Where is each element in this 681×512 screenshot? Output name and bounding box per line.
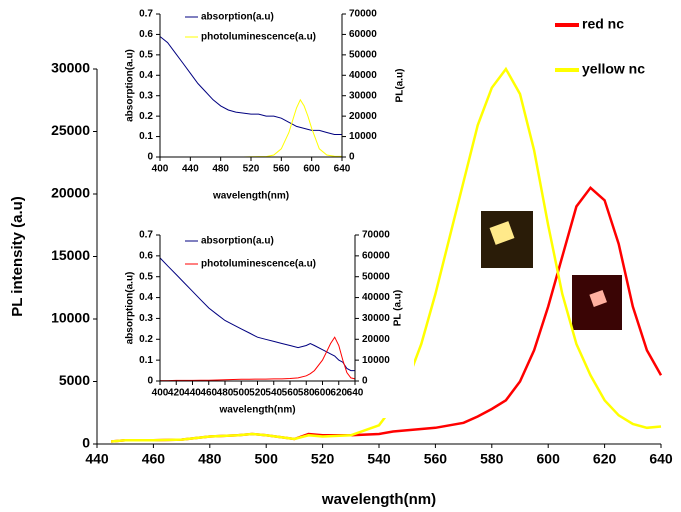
x-tick-label: 440 — [184, 388, 201, 399]
y-tick-label: 0.1 — [139, 355, 153, 366]
sample-photo-yellow — [481, 211, 533, 268]
x-tick-label: 640 — [347, 388, 364, 399]
x-tick-label: 580 — [480, 451, 504, 467]
x-tick-label: 620 — [593, 451, 617, 467]
y-tick-label: 0 — [147, 152, 153, 163]
y-axis-label: absorption(a.u) — [125, 49, 136, 122]
x-tick-label: 460 — [200, 388, 217, 399]
y2-tick-label: 0 — [349, 152, 355, 163]
y2-tick-label: 60000 — [362, 250, 390, 261]
x-axis-label: wavelength(nm) — [321, 491, 436, 508]
y2-tick-label: 10000 — [362, 355, 390, 366]
y-tick-label: 15000 — [51, 247, 90, 263]
y2-tick-label: 60000 — [349, 29, 377, 40]
x-tick-label: 460 — [142, 451, 166, 467]
y-tick-label: 0.4 — [139, 292, 153, 303]
x-tick-label: 420 — [168, 388, 185, 399]
inset-background — [118, 225, 414, 418]
x-tick-label: 480 — [198, 451, 222, 467]
y-tick-label: 10000 — [51, 310, 90, 326]
y-tick-label: 0.3 — [139, 90, 153, 101]
x-tick-label: 520 — [243, 164, 260, 175]
x-tick-label: 600 — [537, 451, 561, 467]
x-tick-label: 600 — [314, 388, 331, 399]
series-line — [159, 257, 355, 372]
y2-tick-label: 20000 — [349, 111, 377, 122]
x-tick-label: 640 — [334, 164, 351, 175]
x-tick-label: 500 — [255, 451, 279, 467]
sample-photo-red — [572, 275, 622, 330]
legend-label: absorption(a.u) — [201, 236, 274, 247]
inset-chart: 400 420 440 460 480 500 520 540 560 580 600 620 6400… — [118, 225, 414, 418]
y2-tick-label: 20000 — [362, 334, 390, 345]
legend-label: red nc — [582, 16, 624, 32]
y-tick-label: 0.5 — [139, 49, 153, 60]
y-tick-label: 0.6 — [139, 29, 153, 40]
y2-tick-label: 30000 — [349, 90, 377, 101]
x-tick-label: 480 — [217, 388, 234, 399]
x-tick-label: 440 — [85, 451, 109, 467]
y-tick-label: 0.5 — [139, 271, 153, 282]
x-tick-label: 560 — [273, 164, 290, 175]
legend-label: absorption(a.u) — [201, 12, 274, 23]
x-tick-label: 540 — [367, 451, 391, 467]
inset-chart: 400 440 480 520 560 600 64000.10.20.30.40.50.6… — [118, 4, 414, 206]
y-tick-label: 0.3 — [139, 313, 153, 324]
x-tick-label: 540 — [265, 388, 282, 399]
x-tick-label: 480 — [212, 164, 229, 175]
x-axis-label: wavelength(nm) — [212, 191, 289, 202]
y-tick-label: 0 — [82, 435, 90, 451]
y-tick-label: 0.6 — [139, 250, 153, 261]
y-tick-label: 0.2 — [139, 111, 153, 122]
y-tick-label: 5000 — [59, 372, 90, 388]
x-tick-label: 520 — [311, 451, 335, 467]
series-line — [160, 336, 356, 382]
x-tick-label: 580 — [298, 388, 315, 399]
y-axis-label: absorption(a.u) — [125, 272, 136, 345]
y2-tick-label: 10000 — [349, 131, 377, 142]
x-axis-label: wavelength(nm) — [218, 405, 295, 416]
y-tick-label: 0.1 — [139, 131, 153, 142]
y2-tick-label: 70000 — [349, 9, 377, 20]
y-tick-label: 0.4 — [139, 70, 153, 81]
y-tick-label: 0.2 — [139, 334, 153, 345]
x-tick-label: 440 — [182, 164, 199, 175]
main-chart: 440 460 480 500 520 540 560 580 600 620 6400500010… — [9, 16, 673, 508]
x-tick-label: 400 — [152, 164, 169, 175]
y2-tick-label: 70000 — [362, 230, 390, 241]
y2-tick-label: 50000 — [349, 49, 377, 60]
y-tick-label: 0.7 — [139, 230, 153, 241]
x-tick-label: 560 — [282, 388, 299, 399]
legend-label: photoluminescence(a.u) — [201, 32, 316, 43]
x-tick-label: 600 — [303, 164, 320, 175]
inset-background — [118, 4, 414, 206]
y2-tick-label: 50000 — [362, 271, 390, 282]
y2-tick-label: 40000 — [362, 292, 390, 303]
x-tick-label: 500 — [233, 388, 250, 399]
x-tick-label: 620 — [330, 388, 347, 399]
x-tick-label: 560 — [424, 451, 448, 467]
legend-label: yellow nc — [582, 61, 645, 77]
y-tick-label: 25000 — [51, 122, 90, 138]
y-tick-label: 30000 — [51, 60, 90, 76]
y2-axis-label: PL(a.u) — [395, 69, 406, 103]
y2-axis-label: PL (a.u) — [393, 290, 404, 326]
y-axis-label: PL intensity (a.u) — [9, 196, 26, 317]
series-line — [159, 36, 342, 135]
x-tick-label: 400 — [152, 388, 169, 399]
y-tick-label: 20000 — [51, 185, 90, 201]
y-tick-label: 0 — [147, 376, 153, 387]
y2-tick-label: 30000 — [362, 313, 390, 324]
y-tick-label: 0.7 — [139, 9, 153, 20]
series-line — [110, 66, 662, 443]
legend-label: photoluminescence(a.u) — [201, 259, 316, 270]
y2-tick-label: 40000 — [349, 70, 377, 81]
y2-tick-label: 0 — [362, 376, 368, 387]
x-tick-label: 640 — [649, 451, 673, 467]
x-tick-label: 520 — [249, 388, 266, 399]
